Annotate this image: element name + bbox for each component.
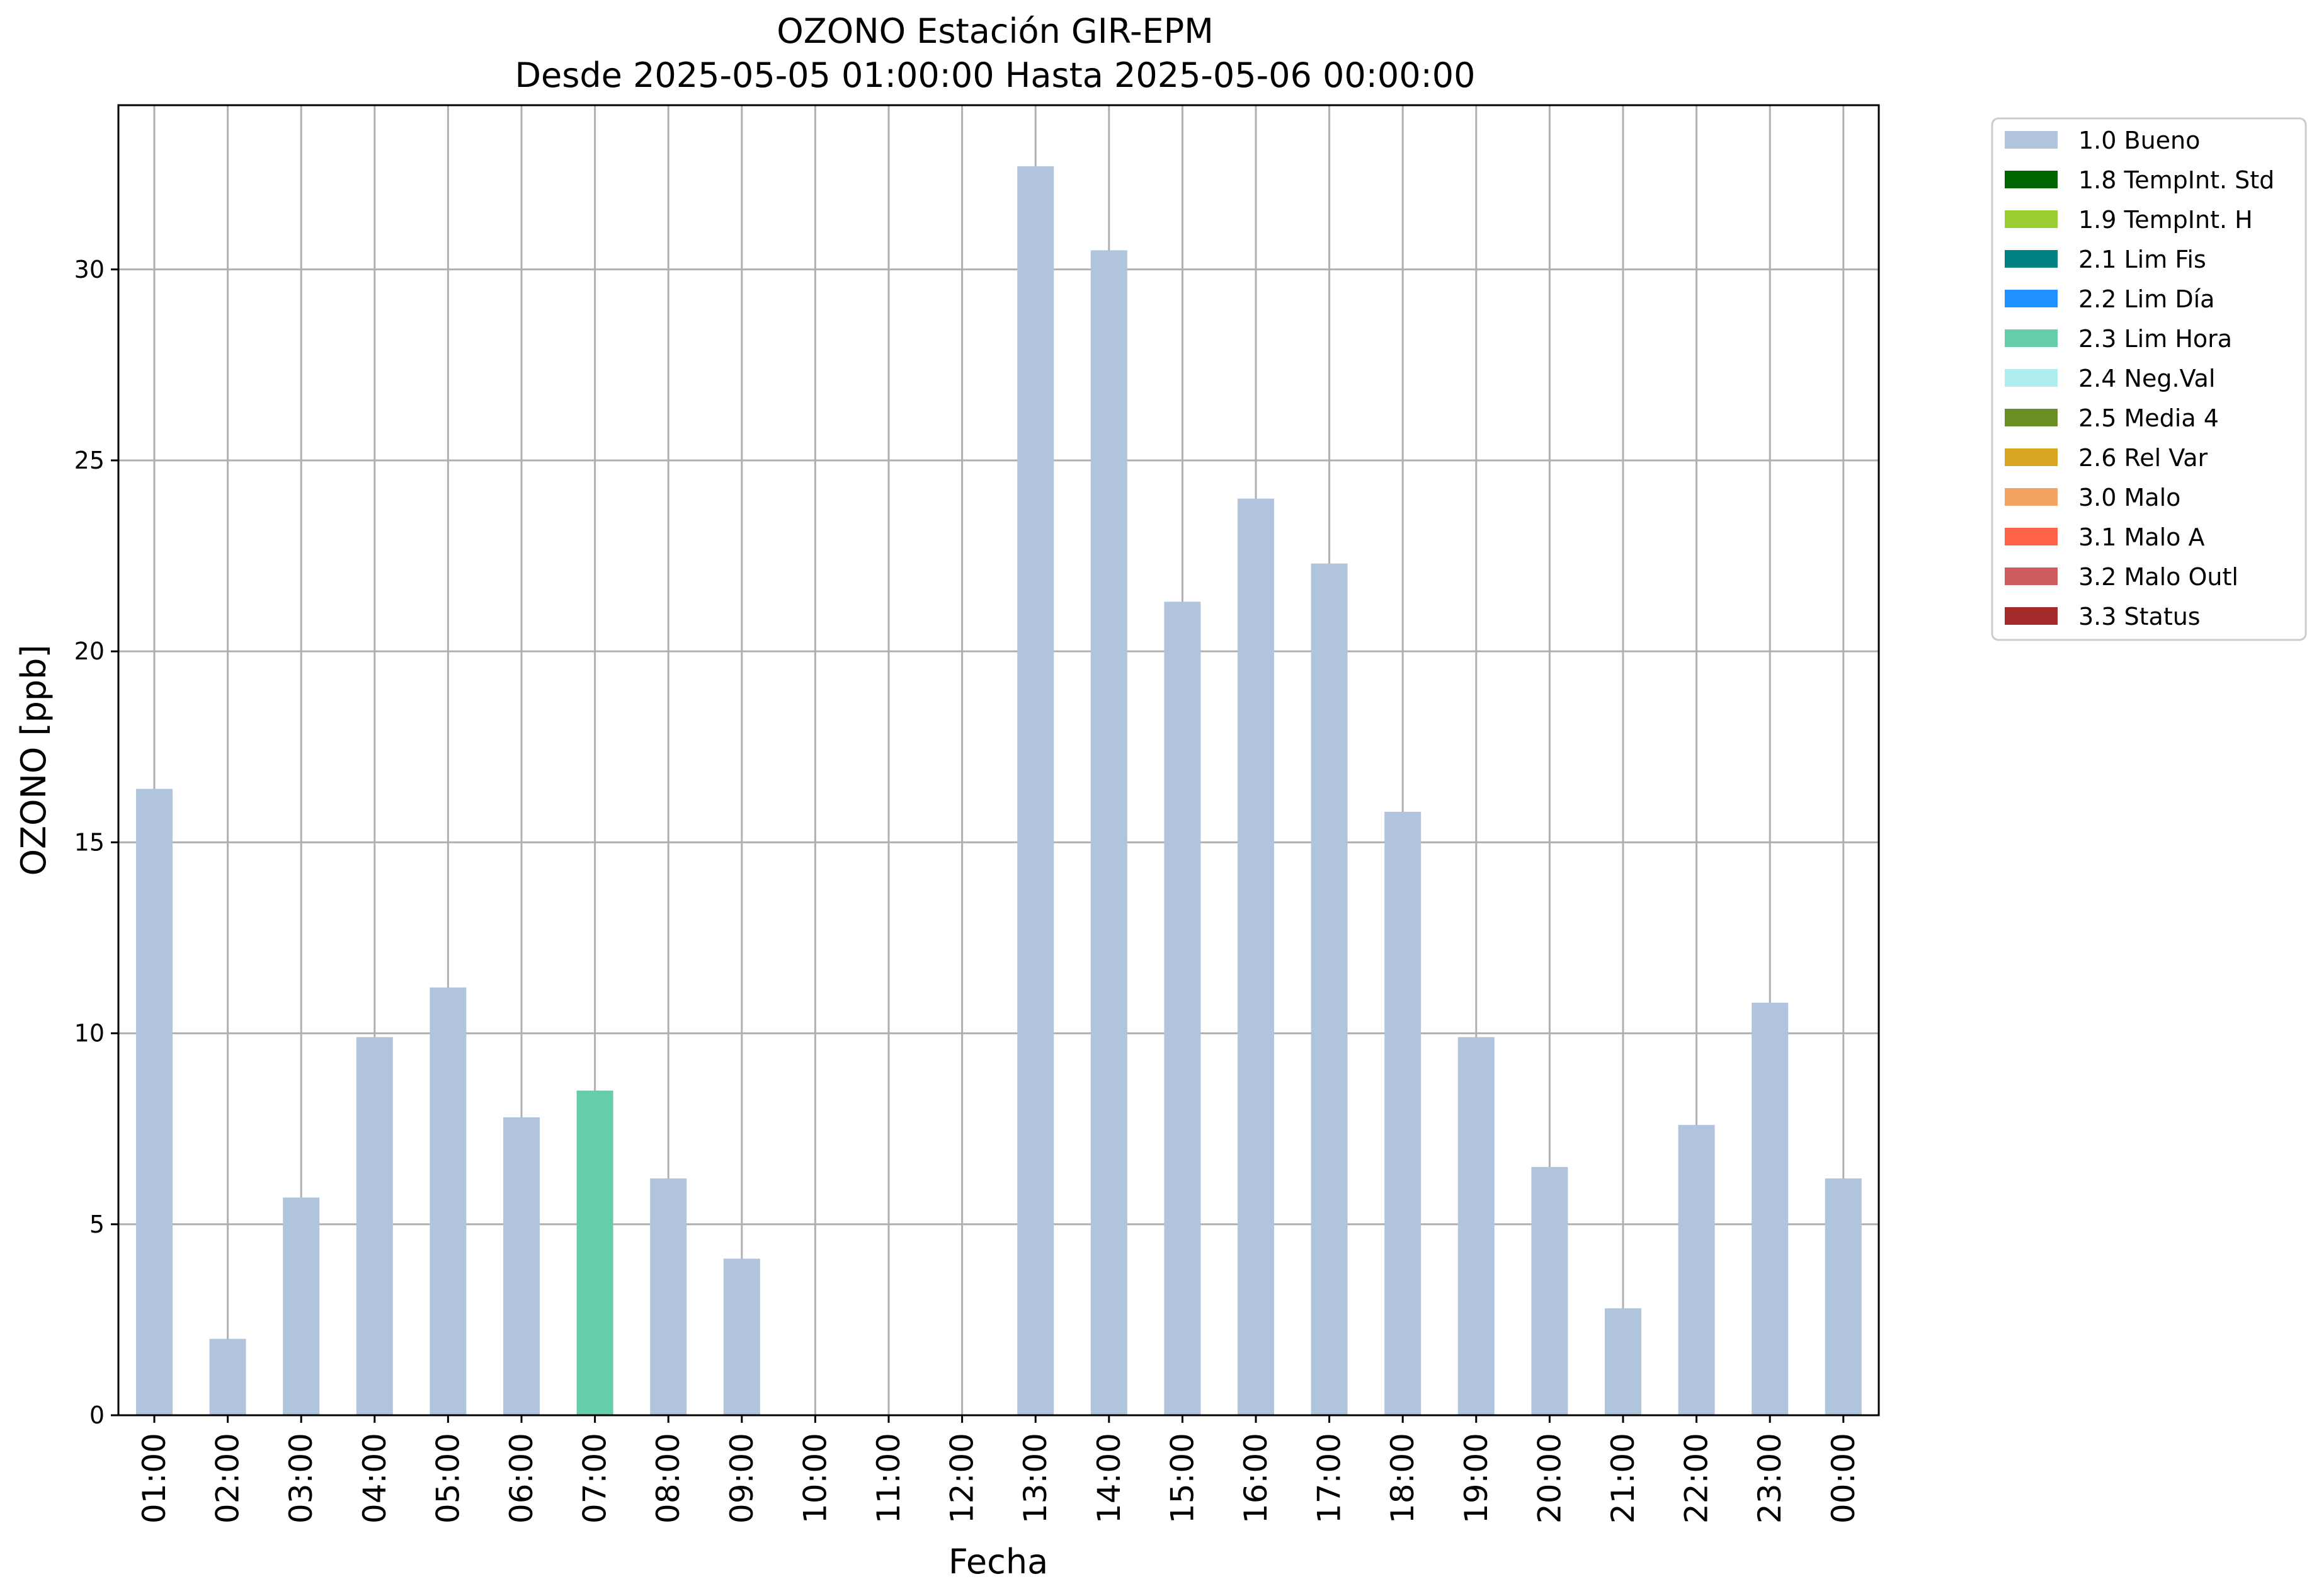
- bar-2200: [1678, 1125, 1715, 1415]
- bar-0700: [576, 1090, 613, 1415]
- bar-0600: [503, 1117, 540, 1415]
- bar-1700: [1311, 563, 1348, 1415]
- y-axis-label: OZONO [ppb]: [14, 644, 54, 875]
- legend-swatch: [2005, 329, 2058, 347]
- legend-label: 2.4 Neg.Val: [2078, 365, 2215, 392]
- y-tick-label: 5: [89, 1211, 105, 1238]
- x-tick-label: 15:00: [1164, 1433, 1200, 1524]
- bar-0400: [356, 1037, 393, 1415]
- y-tick-label: 10: [74, 1020, 105, 1047]
- legend-label: 2.5 Media 4: [2078, 404, 2219, 432]
- bar-1600: [1238, 498, 1274, 1415]
- y-tick-label: 0: [89, 1401, 105, 1429]
- x-tick-label: 00:00: [1825, 1433, 1862, 1524]
- x-tick-label: 02:00: [210, 1433, 246, 1524]
- x-tick-label: 22:00: [1678, 1433, 1715, 1524]
- legend-label: 3.0 Malo: [2078, 484, 2180, 511]
- legend-swatch: [2005, 409, 2058, 426]
- bar-1400: [1090, 250, 1127, 1416]
- legend-swatch: [2005, 369, 2058, 387]
- x-tick-label: 10:00: [797, 1433, 833, 1524]
- x-tick-label: 01:00: [136, 1433, 173, 1524]
- y-tick-label: 15: [74, 828, 105, 856]
- legend-swatch: [2005, 250, 2058, 268]
- bar-1800: [1384, 811, 1422, 1415]
- bar-0500: [430, 987, 467, 1415]
- y-tick-label: 20: [74, 637, 105, 665]
- legend: 1.0 Bueno 1.8 TempInt. Std 1.9 TempInt. H 2…: [1991, 117, 2307, 641]
- x-tick-label: 11:00: [870, 1433, 907, 1524]
- x-axis-ticks: 01:00 02:00 03:00 04:00 05:00 06:00 07:00 08:00…: [136, 1415, 1862, 1524]
- legend-swatch: [2005, 607, 2058, 625]
- x-tick-label: 08:00: [650, 1433, 687, 1524]
- legend-swatch: [2005, 131, 2058, 149]
- y-tick-label: 30: [74, 256, 105, 283]
- bar-0900: [723, 1258, 760, 1415]
- x-tick-label: 21:00: [1605, 1433, 1641, 1524]
- x-tick-label: 04:00: [356, 1433, 393, 1524]
- bar-0100: [136, 789, 173, 1415]
- bar-1300: [1017, 166, 1054, 1415]
- x-tick-label: 12:00: [944, 1433, 981, 1524]
- bar-0300: [283, 1197, 320, 1415]
- x-tick-label: 06:00: [503, 1433, 540, 1524]
- x-tick-label: 17:00: [1311, 1433, 1348, 1524]
- chart-subtitle: Desde 2025-05-05 01:00:00 Hasta 2025-05-…: [515, 55, 1475, 95]
- bars: [136, 166, 1862, 1416]
- bar-2100: [1605, 1308, 1641, 1415]
- legend-swatch: [2005, 210, 2058, 228]
- legend-label: 3.2 Malo Outl: [2078, 563, 2238, 591]
- bar-1900: [1457, 1037, 1495, 1415]
- bar-1500: [1164, 601, 1201, 1416]
- x-tick-label: 03:00: [283, 1433, 319, 1524]
- legend-label: 2.2 Lim Día: [2078, 285, 2214, 313]
- x-tick-label: 19:00: [1458, 1433, 1495, 1524]
- bar-2000: [1531, 1166, 1568, 1415]
- bar-0800: [650, 1178, 687, 1415]
- legend-label: 1.0 Bueno: [2078, 127, 2200, 154]
- x-tick-label: 16:00: [1238, 1433, 1274, 1524]
- legend-label: 1.9 TempInt. H: [2078, 206, 2253, 234]
- x-tick-label: 18:00: [1384, 1433, 1421, 1524]
- x-axis-label: Fecha: [949, 1542, 1048, 1582]
- bar-2300: [1752, 1003, 1789, 1415]
- x-tick-label: 20:00: [1531, 1433, 1568, 1524]
- x-tick-label: 13:00: [1017, 1433, 1054, 1524]
- chart-title: OZONO Estación GIR-EPM: [777, 11, 1214, 51]
- bar-0000: [1825, 1178, 1862, 1415]
- legend-label: 2.1 Lim Fis: [2078, 246, 2206, 273]
- x-tick-label: 07:00: [577, 1433, 613, 1524]
- x-tick-label: 09:00: [724, 1433, 760, 1524]
- x-tick-label: 23:00: [1752, 1433, 1788, 1524]
- legend-label: 3.1 Malo A: [2078, 523, 2204, 551]
- legend-swatch: [2005, 290, 2058, 307]
- y-axis-ticks: 0 5 10 15 20 25 30: [74, 256, 118, 1429]
- bar-0200: [209, 1338, 246, 1415]
- legend-swatch: [2005, 528, 2058, 545]
- legend-frame: [1991, 117, 2307, 641]
- legend-label: 1.8 TempInt. Std: [2078, 166, 2274, 194]
- x-tick-label: 05:00: [430, 1433, 466, 1524]
- x-tick-label: 14:00: [1091, 1433, 1127, 1524]
- y-tick-label: 25: [74, 447, 105, 474]
- plot-frame: [117, 104, 1880, 1416]
- legend-swatch: [2005, 567, 2058, 585]
- legend-label: 2.6 Rel Var: [2078, 444, 2208, 472]
- legend-label: 2.3 Lim Hora: [2078, 325, 2232, 353]
- legend-swatch: [2005, 171, 2058, 188]
- legend-swatch: [2005, 488, 2058, 506]
- legend-swatch: [2005, 448, 2058, 466]
- legend-label: 3.3 Status: [2078, 603, 2201, 630]
